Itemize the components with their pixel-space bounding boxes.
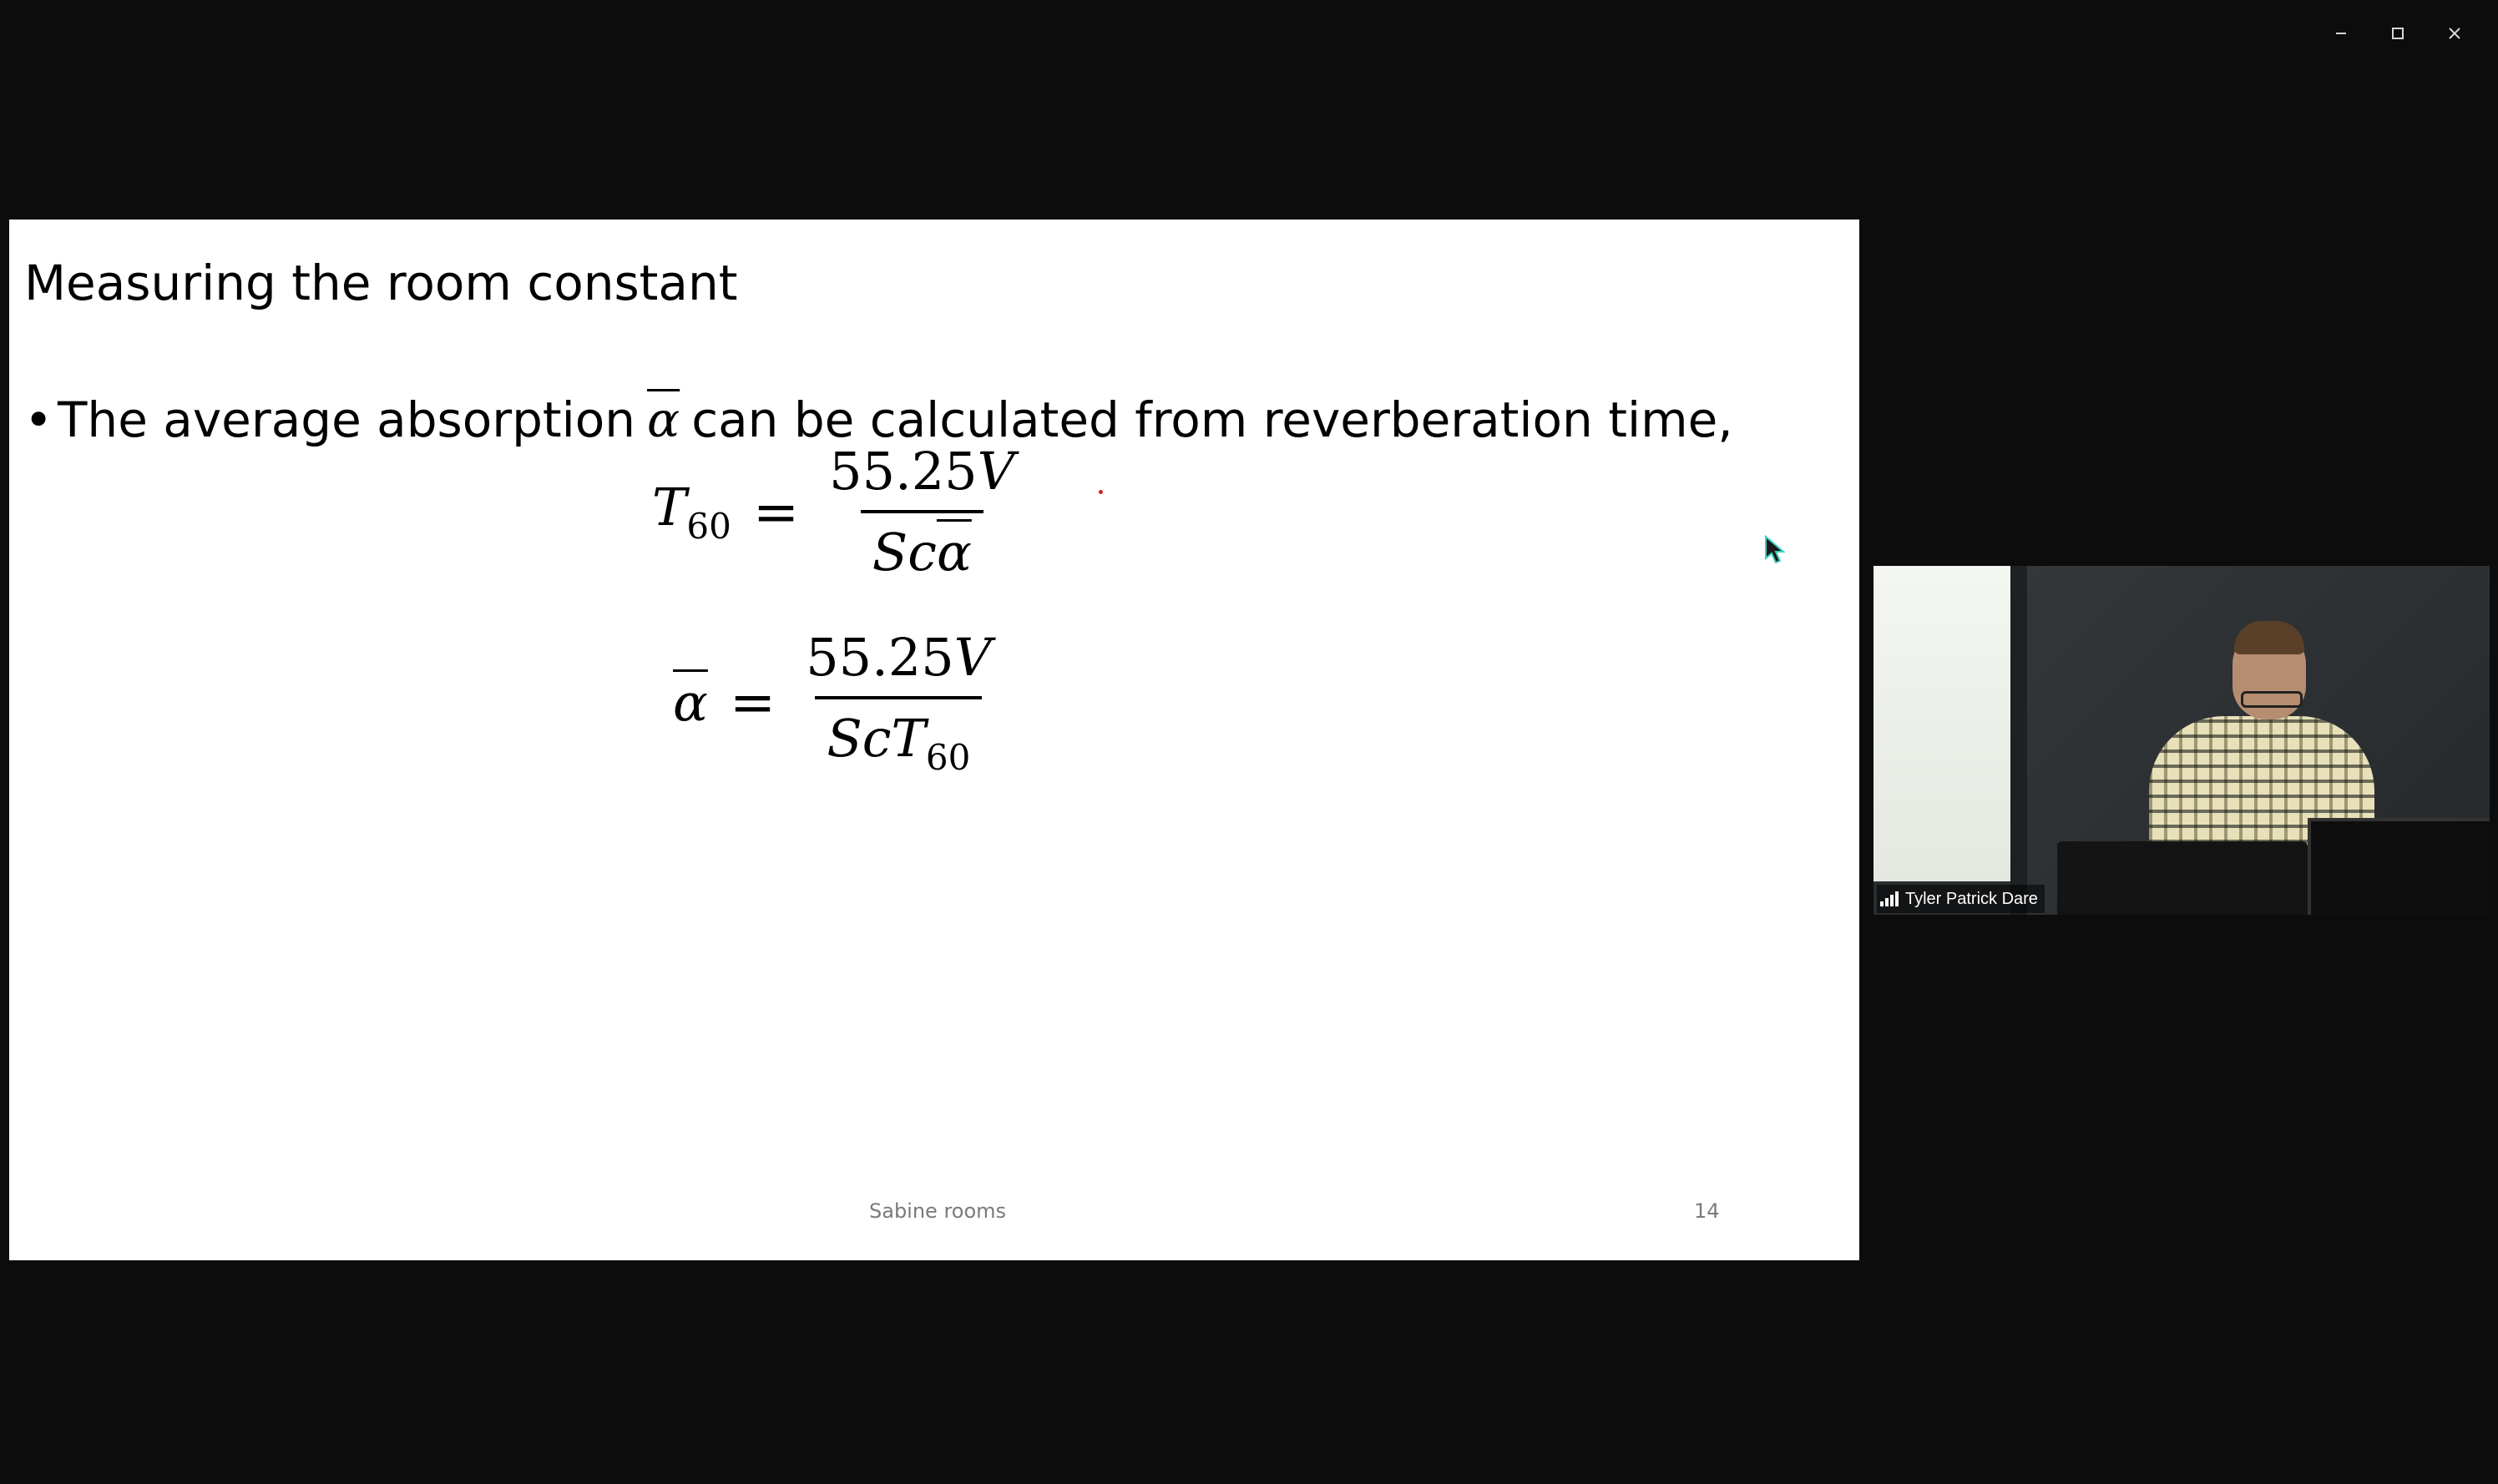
- fraction-denominator: ScT60: [815, 696, 983, 778]
- bullet-point: • The average absorption α can be calcul…: [24, 391, 1733, 448]
- maximize-button[interactable]: [2369, 12, 2426, 55]
- presentation-slide: Measuring the room constant • The averag…: [9, 220, 1859, 1260]
- equation-lhs: α: [673, 672, 708, 733]
- equation-average-absorption: α = 55.25V ScT60: [673, 627, 1003, 778]
- minimize-button[interactable]: [2313, 12, 2369, 55]
- bullet-marker: •: [24, 391, 53, 448]
- window-controls: [2313, 12, 2483, 55]
- minimize-icon: [2336, 33, 2346, 34]
- signal-bars-icon: [1880, 891, 1899, 906]
- slide-footer: Sabine rooms: [869, 1199, 1007, 1223]
- equation-lhs: T60: [652, 477, 731, 547]
- slide-title: Measuring the room constant: [24, 255, 738, 311]
- equals-sign: =: [729, 670, 776, 734]
- slide-page-number: 14: [1694, 1199, 1720, 1223]
- maximize-icon: [2392, 28, 2404, 39]
- mouse-pointer-icon: [1765, 535, 1786, 564]
- fraction: 55.25V ScT60: [794, 627, 1003, 778]
- equals-sign: =: [752, 479, 800, 544]
- fraction: 55.25V Scα: [817, 441, 1026, 583]
- speaker-hair: [2234, 621, 2304, 654]
- participant-video-tile[interactable]: Tyler Patrick Dare: [1874, 566, 2490, 915]
- equation-reverberation-time: T60 = 55.25V Scα: [652, 441, 1026, 583]
- desk-monitor: [2308, 818, 2490, 915]
- close-icon: [2449, 28, 2460, 39]
- participant-name-label: Tyler Patrick Dare: [1877, 885, 2045, 913]
- fraction-numerator: 55.25V: [806, 627, 992, 688]
- close-button[interactable]: [2426, 12, 2483, 55]
- alpha-bar-symbol: α: [647, 391, 680, 448]
- wall-frame: [2010, 566, 2027, 915]
- speaker-glasses: [2241, 691, 2303, 708]
- bullet-text-after: can be calculated from reverberation tim…: [691, 391, 1733, 448]
- lectern: [2057, 841, 2308, 915]
- fraction-denominator: Scα: [860, 510, 984, 583]
- projector-screen: [1874, 566, 2010, 881]
- annotation-dot: [1099, 490, 1103, 494]
- fraction-numerator: 55.25V: [829, 441, 1015, 502]
- participant-name: Tyler Patrick Dare: [1905, 889, 2038, 908]
- bullet-text-before: The average absorption: [58, 391, 636, 448]
